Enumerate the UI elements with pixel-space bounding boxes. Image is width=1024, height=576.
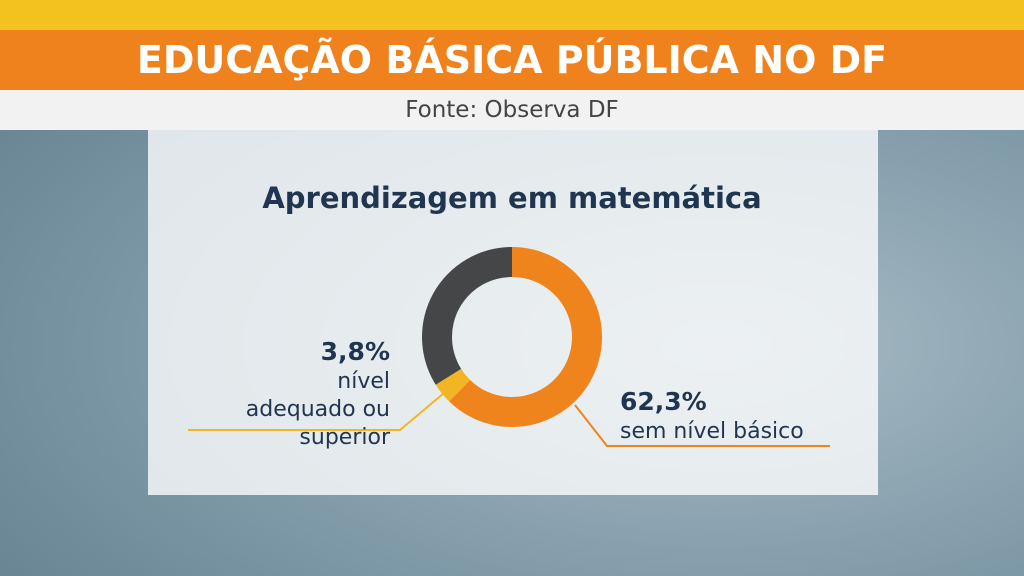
chart-title: Aprendizagem em matemática (262, 181, 761, 215)
source: Fonte: Observa DF (0, 90, 1024, 130)
value-label: 3,8% (320, 337, 390, 366)
headline: EDUCAÇÃO BÁSICA PÚBLICA NO DF (0, 30, 1024, 90)
connector (574, 404, 830, 447)
category-label: sem nível básico (620, 419, 804, 444)
donut-segment (421, 247, 512, 385)
donut-segment (435, 368, 471, 402)
donut-segment (449, 247, 602, 427)
connector (188, 387, 451, 431)
top-band (0, 0, 1024, 30)
segment-label: 3,8% nível adequado ou superior (190, 338, 390, 452)
value-label: 62,3% (620, 387, 707, 416)
segment-label: 62,3% sem nível básico (620, 388, 860, 446)
panel (148, 130, 878, 495)
category-label: nível adequado ou superior (245, 369, 390, 450)
